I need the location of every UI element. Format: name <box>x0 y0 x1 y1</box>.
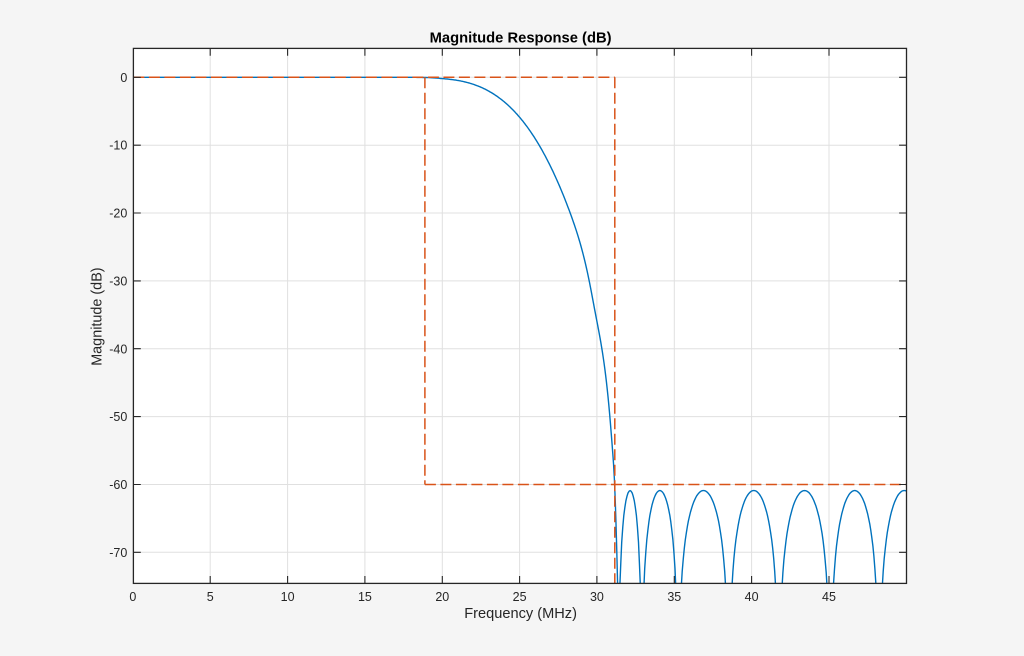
svg-text:-70: -70 <box>109 546 127 560</box>
svg-text:Frequency (MHz): Frequency (MHz) <box>464 606 577 622</box>
svg-text:40: 40 <box>745 590 759 604</box>
svg-text:Magnitude (dB): Magnitude (dB) <box>89 267 105 365</box>
svg-text:10: 10 <box>281 590 295 604</box>
svg-text:-50: -50 <box>109 410 127 424</box>
svg-text:-20: -20 <box>109 207 127 221</box>
svg-text:-30: -30 <box>109 274 127 288</box>
svg-text:45: 45 <box>822 590 836 604</box>
svg-text:35: 35 <box>667 590 681 604</box>
svg-text:15: 15 <box>358 590 372 604</box>
svg-text:Magnitude Response (dB): Magnitude Response (dB) <box>430 30 612 46</box>
svg-text:-10: -10 <box>109 139 127 153</box>
svg-text:30: 30 <box>590 590 604 604</box>
svg-text:-40: -40 <box>109 342 127 356</box>
svg-text:-60: -60 <box>109 478 127 492</box>
svg-text:0: 0 <box>120 71 127 85</box>
svg-text:20: 20 <box>435 590 449 604</box>
svg-text:25: 25 <box>513 590 527 604</box>
svg-text:5: 5 <box>207 590 214 604</box>
svg-text:0: 0 <box>129 590 136 604</box>
